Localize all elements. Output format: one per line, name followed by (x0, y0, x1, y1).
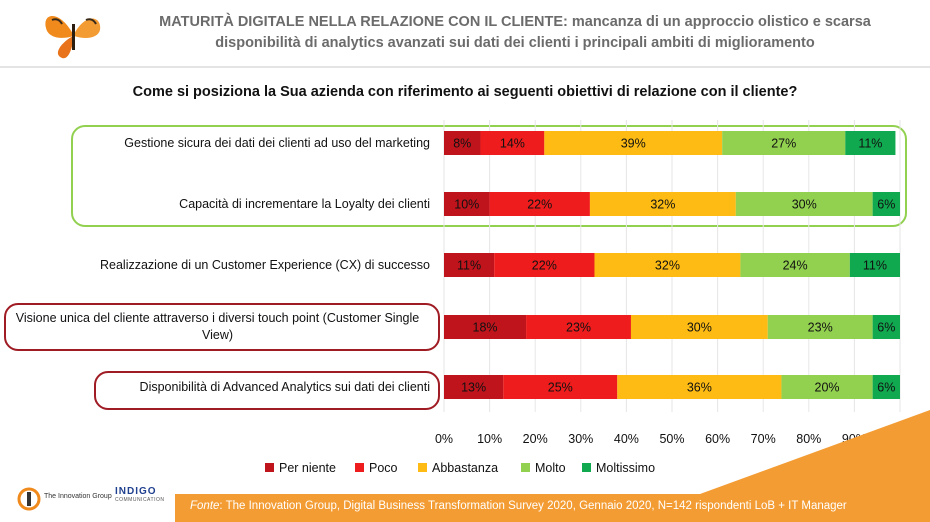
legend-label: Moltissimo (596, 461, 655, 475)
highlight-box (94, 371, 440, 410)
legend-swatch (521, 463, 530, 472)
data-label: 22% (527, 198, 552, 212)
data-label: 6% (877, 381, 895, 395)
butterfly-logo-icon (45, 15, 101, 59)
category-label: Capacità di incrementare la Loyalty dei … (179, 196, 430, 211)
footer-bar (175, 494, 930, 522)
legend-swatch (265, 463, 274, 472)
title-divider (0, 66, 930, 68)
data-label: 8% (453, 137, 471, 151)
bar-segment (444, 131, 481, 155)
data-label: 32% (650, 198, 675, 212)
innovation-group-logo-icon (17, 487, 41, 511)
indigo-logo-sub: COMMUNICATION (115, 497, 165, 503)
highlight-box (71, 125, 907, 227)
data-label: 24% (783, 259, 808, 273)
highlight-box (4, 303, 440, 351)
legend-label: Poco (369, 461, 398, 475)
x-tick-label: 30% (568, 432, 593, 446)
indigo-logo-text: INDIGO (115, 486, 157, 497)
data-label: 11% (858, 137, 882, 151)
bar-segment (735, 192, 873, 216)
category-label: Disponibilità di Advanced Analytics sui … (139, 379, 430, 394)
legend-label: Abbastanza (432, 461, 498, 475)
bar-segment (503, 375, 618, 399)
data-label: 6% (877, 321, 895, 335)
source-note: Fonte: The Innovation Group, Digital Bus… (190, 500, 847, 512)
bar-segment (489, 192, 590, 216)
source-label: Fonte (190, 500, 220, 512)
x-tick-label: 0% (435, 432, 453, 446)
legend-swatch (582, 463, 591, 472)
data-label: 23% (808, 321, 833, 335)
bar-segment (444, 253, 495, 277)
source-text: : The Innovation Group, Digital Business… (219, 500, 847, 512)
bar-segment (589, 192, 736, 216)
corner-decoration (700, 410, 930, 494)
data-label: 39% (621, 137, 646, 151)
bar-segment (740, 253, 850, 277)
data-label: 23% (566, 321, 591, 335)
bar-segment (444, 192, 490, 216)
innovation-group-logo-text: The Innovation Group (44, 493, 112, 500)
bar-segment (617, 375, 782, 399)
data-label: 22% (532, 259, 557, 273)
indigo-logo: INDIGO COMMUNICATION (115, 486, 164, 503)
data-label: 11% (457, 259, 481, 273)
data-label: 32% (655, 259, 680, 273)
bar-segment (849, 253, 900, 277)
category-label: Visione unica del cliente attraverso i d… (15, 311, 420, 342)
data-label: 14% (500, 137, 525, 151)
data-label: 36% (687, 381, 712, 395)
x-tick-label: 20% (523, 432, 548, 446)
bar-segment (494, 253, 595, 277)
bar-segment (872, 315, 900, 339)
bar-segment (444, 375, 504, 399)
data-label: 6% (877, 198, 895, 212)
bar-segment (845, 131, 896, 155)
legend-label: Per niente (279, 461, 336, 475)
legend-label: Molto (535, 461, 566, 475)
bar-segment (526, 315, 631, 339)
bar-segment (767, 315, 873, 339)
data-label: 10% (454, 198, 479, 212)
data-label: 20% (815, 381, 840, 395)
bar-segment (872, 375, 900, 399)
bar-segment (544, 131, 723, 155)
bar-segment (480, 131, 545, 155)
data-label: 11% (863, 259, 887, 273)
bar-segment (594, 253, 741, 277)
bar-segment (630, 315, 768, 339)
bar-segment (781, 375, 873, 399)
bar-segment (872, 192, 900, 216)
bar-segment (444, 315, 527, 339)
x-tick-label: 50% (659, 432, 684, 446)
data-label: 13% (461, 381, 486, 395)
data-label: 30% (792, 198, 817, 212)
legend-swatch (355, 463, 364, 472)
category-label: Realizzazione di un Customer Experience … (99, 257, 430, 272)
slide-title: MATURITÀ DIGITALE NELLA RELAZIONE CON IL… (159, 14, 871, 51)
legend-swatch (418, 463, 427, 472)
data-label: 18% (473, 321, 498, 335)
data-label: 30% (687, 321, 712, 335)
chart-title: Come si posiziona la Sua azienda con rif… (132, 84, 798, 100)
category-label: Gestione sicura dei dati dei clienti ad … (124, 135, 430, 150)
data-label: 25% (548, 381, 573, 395)
data-label: 27% (771, 137, 796, 151)
x-tick-label: 10% (477, 432, 502, 446)
x-tick-label: 40% (614, 432, 639, 446)
bar-segment (722, 131, 846, 155)
